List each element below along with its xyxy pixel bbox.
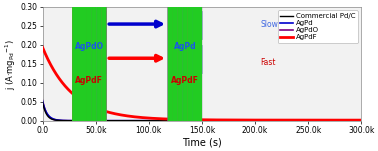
Circle shape [198,0,201,151]
Circle shape [73,0,76,151]
Bar [168,11,202,39]
Bar [72,11,106,39]
Circle shape [183,0,187,151]
Circle shape [169,0,172,151]
Circle shape [73,0,76,151]
Circle shape [178,0,182,151]
Circle shape [82,0,86,151]
Circle shape [174,0,177,151]
Circle shape [174,0,177,151]
Circle shape [78,0,81,151]
Circle shape [92,0,96,151]
Circle shape [178,0,182,151]
Circle shape [92,0,96,151]
Circle shape [82,0,86,151]
Circle shape [169,0,172,151]
Circle shape [193,0,197,151]
Circle shape [183,0,187,151]
Circle shape [97,0,101,151]
Text: AgPd: AgPd [174,42,196,51]
Circle shape [87,0,91,151]
Circle shape [87,0,91,151]
Circle shape [193,0,197,151]
Circle shape [102,0,106,151]
Circle shape [82,0,86,151]
Circle shape [102,0,106,151]
Circle shape [92,0,96,151]
Circle shape [188,0,192,151]
Circle shape [169,0,172,151]
Circle shape [183,0,187,151]
Circle shape [73,0,76,151]
Circle shape [178,0,182,151]
Circle shape [198,0,201,151]
Circle shape [102,0,106,151]
Circle shape [169,0,172,151]
Circle shape [198,0,201,151]
Circle shape [174,0,177,151]
Circle shape [73,0,76,151]
Circle shape [73,0,76,151]
Circle shape [188,0,192,151]
Circle shape [102,0,106,151]
Circle shape [97,0,101,151]
Circle shape [82,0,86,151]
Circle shape [78,0,81,151]
Circle shape [198,0,201,151]
Circle shape [97,0,101,151]
Circle shape [82,0,86,151]
Circle shape [178,0,182,151]
Circle shape [193,0,197,151]
Circle shape [174,0,177,151]
Circle shape [73,0,76,151]
Circle shape [102,0,106,151]
Circle shape [97,0,101,151]
Circle shape [174,0,177,151]
Bar [72,45,106,73]
X-axis label: Time (s): Time (s) [182,138,222,148]
Circle shape [198,0,201,151]
Circle shape [188,0,192,151]
Legend: Commercial Pd/C, AgPd, AgPdO, AgPdF: Commercial Pd/C, AgPd, AgPdO, AgPdF [277,10,358,43]
Circle shape [193,0,197,151]
Circle shape [92,0,96,151]
Text: Fast: Fast [260,58,276,67]
Circle shape [78,0,81,151]
Circle shape [82,0,86,151]
Circle shape [102,0,106,151]
Circle shape [78,0,81,151]
Circle shape [193,0,197,151]
Circle shape [183,0,187,151]
Bar [168,45,202,73]
Circle shape [87,0,91,151]
Circle shape [178,0,182,151]
Circle shape [169,0,172,151]
Text: AgPdF: AgPdF [171,76,199,85]
Circle shape [87,0,91,151]
Circle shape [174,0,177,151]
Circle shape [78,0,81,151]
Text: AgPdO: AgPdO [75,42,104,51]
Text: AgPdF: AgPdF [75,76,103,85]
Circle shape [193,0,197,151]
Circle shape [97,0,101,151]
Y-axis label: j (A·mg$_{\mathregular{Pd}}$$^{\mathregular{-1}}$): j (A·mg$_{\mathregular{Pd}}$$^{\mathregu… [3,38,18,90]
Text: Slow: Slow [260,20,278,29]
Circle shape [87,0,91,151]
Circle shape [188,0,192,151]
Circle shape [188,0,192,151]
Circle shape [78,0,81,151]
Circle shape [169,0,172,151]
Circle shape [183,0,187,151]
Circle shape [92,0,96,151]
Circle shape [92,0,96,151]
Circle shape [198,0,201,151]
Circle shape [97,0,101,151]
Circle shape [87,0,91,151]
Circle shape [188,0,192,151]
Circle shape [178,0,182,151]
Circle shape [183,0,187,151]
